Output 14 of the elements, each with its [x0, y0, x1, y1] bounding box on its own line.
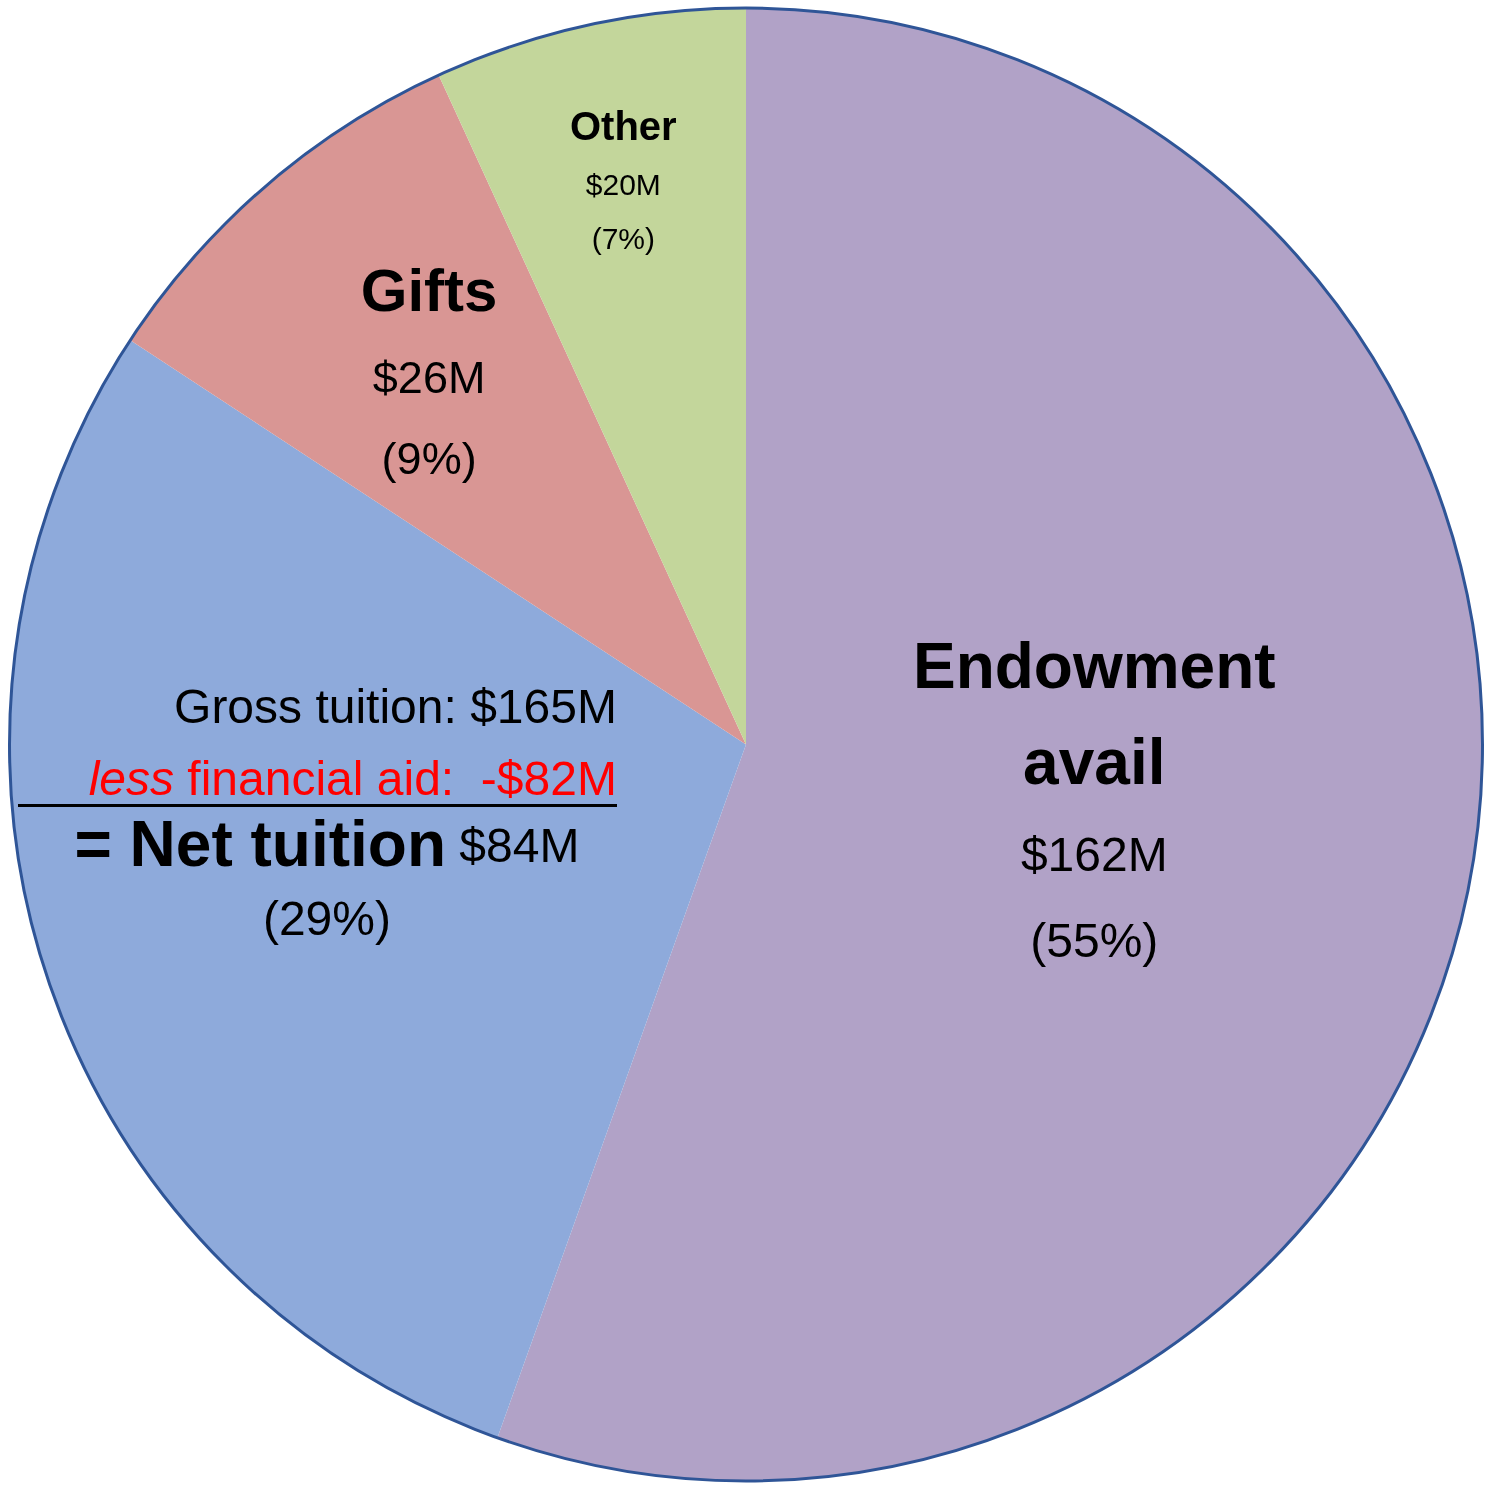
data-label: $84M	[445, 818, 580, 872]
slice-label: Gifts	[360, 257, 498, 325]
slice-label: Other	[570, 104, 677, 149]
data-label: $26M	[372, 351, 486, 403]
text: (7%)	[591, 221, 656, 255]
text: (9%)	[381, 432, 477, 484]
text: (55%)	[1030, 914, 1159, 968]
data-label: $162M	[1020, 828, 1168, 882]
slice-label: = Net tuition	[74, 808, 446, 881]
text: less financial aid: -$82M	[88, 752, 617, 806]
text: Gross tuition: $165M	[174, 680, 617, 734]
text: (29%)	[262, 891, 391, 945]
data-label: $20M	[585, 167, 661, 201]
slice-label: Endowment avail	[912, 630, 1276, 799]
